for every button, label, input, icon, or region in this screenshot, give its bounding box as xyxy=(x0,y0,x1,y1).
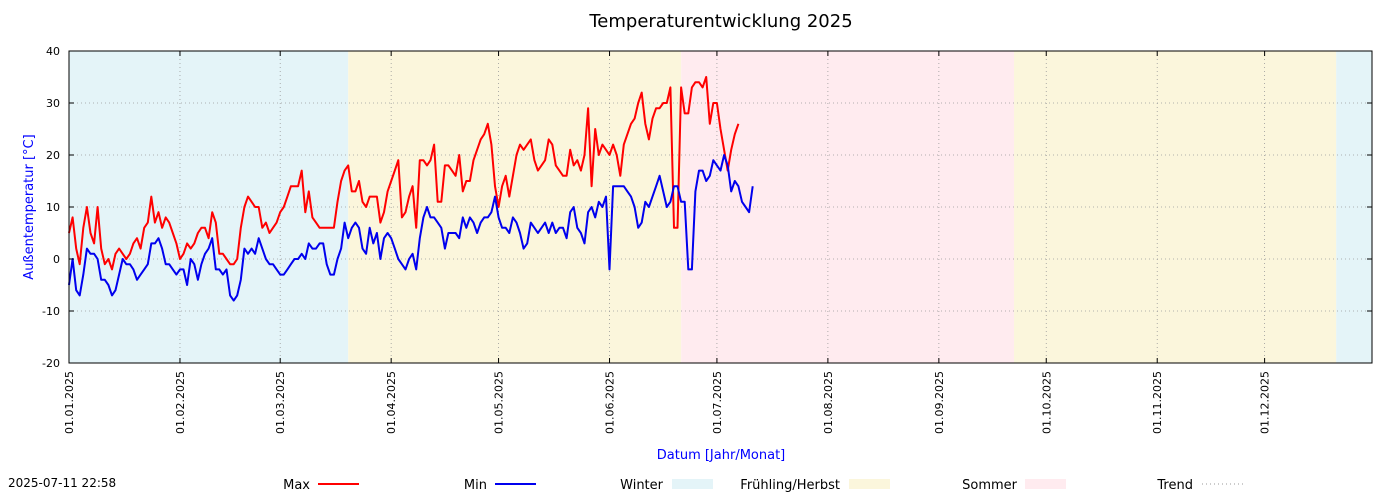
season-band-3 xyxy=(1014,51,1337,363)
x-tick-label: 01.01.2025 xyxy=(63,371,76,434)
y-tick-label: -10 xyxy=(42,305,60,318)
legend-swatch-3 xyxy=(849,479,890,489)
x-tick-label: 01.09.2025 xyxy=(933,371,946,434)
x-tick-label: 01.05.2025 xyxy=(493,371,506,434)
x-tick-label: 01.10.2025 xyxy=(1040,371,1053,434)
y-tick-label: 20 xyxy=(46,149,60,162)
season-bands xyxy=(69,51,1372,363)
x-tick-label: 01.04.2025 xyxy=(385,371,398,434)
y-tick-label: 30 xyxy=(46,97,60,110)
legend-label-3: Frühling/Herbst xyxy=(740,478,840,493)
legend-swatch-2 xyxy=(672,479,713,489)
y-axis-label: Außentemperatur [°C] xyxy=(22,134,37,279)
legend-label-5: Trend xyxy=(1156,478,1193,493)
season-band-1 xyxy=(348,51,682,363)
season-band-4 xyxy=(1336,51,1372,363)
x-tick-label: 01.08.2025 xyxy=(822,371,835,434)
legend-label-1: Min xyxy=(464,478,487,493)
legend: Max Min Winter Frühling/Herbst Sommer Trend xyxy=(283,478,1243,493)
x-axis: 01.01.2025 01.02.2025 01.03.2025 01.04.2025… xyxy=(63,51,1272,434)
series-line-max xyxy=(68,76,740,271)
legend-label-4: Sommer xyxy=(962,478,1018,493)
legend-label-2: Winter xyxy=(620,478,664,493)
series-lines xyxy=(68,76,754,302)
y-tick-label: 10 xyxy=(46,201,60,214)
legend-label-0: Max xyxy=(283,478,310,493)
series-line-min xyxy=(68,154,754,302)
y-tick-label: 0 xyxy=(53,253,60,266)
timestamp: 2025-07-11 22:58 xyxy=(8,476,116,490)
x-tick-label: 01.02.2025 xyxy=(174,371,187,434)
x-axis-label: Datum [Jahr/Monat] xyxy=(657,448,786,463)
chart-title: Temperaturentwicklung 2025 xyxy=(588,11,852,32)
x-tick-label: 01.11.2025 xyxy=(1151,371,1164,434)
y-tick-label: 40 xyxy=(46,45,60,58)
season-band-2 xyxy=(681,51,1015,363)
y-tick-label: -20 xyxy=(42,357,60,370)
x-tick-label: 01.07.2025 xyxy=(711,371,724,434)
y-axis: -20 -10 0 10 20 30 40 xyxy=(42,45,1372,370)
x-tick-label: 01.12.2025 xyxy=(1259,371,1272,434)
legend-swatch-4 xyxy=(1025,479,1066,489)
x-tick-label: 01.03.2025 xyxy=(274,371,287,434)
x-tick-label: 01.06.2025 xyxy=(604,371,617,434)
